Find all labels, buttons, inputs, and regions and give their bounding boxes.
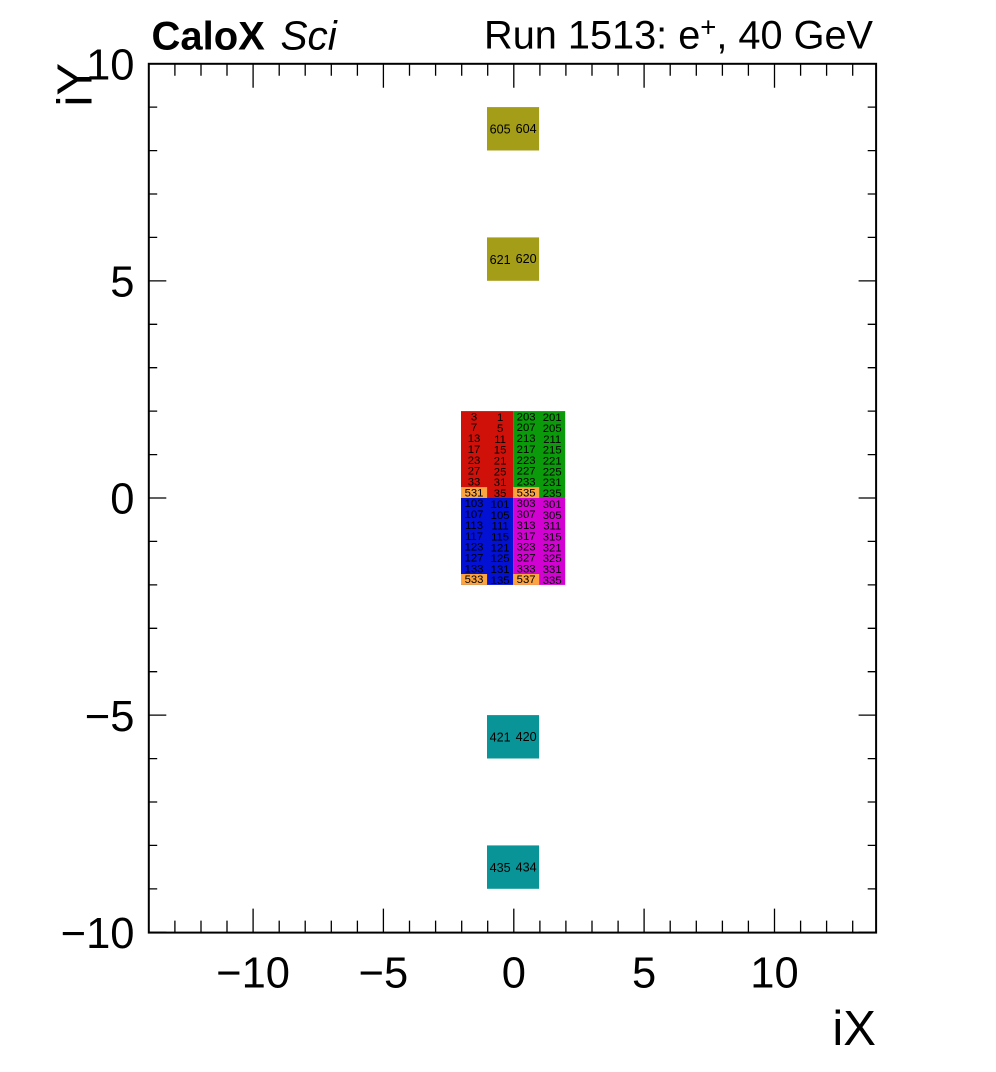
svg-text:317: 317 bbox=[517, 531, 536, 543]
svg-text:327: 327 bbox=[517, 553, 536, 565]
svg-text:313: 313 bbox=[517, 520, 536, 532]
svg-text:131: 131 bbox=[491, 564, 510, 576]
svg-text:103: 103 bbox=[465, 498, 484, 510]
svg-text:iY: iY bbox=[49, 63, 103, 107]
svg-text:27: 27 bbox=[468, 466, 481, 478]
svg-text:33: 33 bbox=[468, 477, 481, 489]
svg-text:5: 5 bbox=[497, 423, 503, 435]
svg-text:420: 420 bbox=[516, 730, 537, 744]
svg-text:10: 10 bbox=[750, 950, 798, 998]
svg-text:235: 235 bbox=[543, 488, 562, 500]
svg-text:311: 311 bbox=[543, 521, 561, 533]
svg-text:535: 535 bbox=[517, 487, 536, 499]
svg-text:−10: −10 bbox=[61, 910, 135, 958]
svg-text:113: 113 bbox=[465, 520, 483, 532]
svg-text:325: 325 bbox=[543, 553, 562, 565]
svg-text:537: 537 bbox=[517, 574, 536, 586]
svg-text:211: 211 bbox=[543, 434, 561, 446]
svg-text:13: 13 bbox=[468, 433, 481, 445]
svg-text:307: 307 bbox=[517, 509, 536, 521]
svg-text:435: 435 bbox=[490, 861, 511, 875]
svg-text:15: 15 bbox=[494, 445, 507, 457]
svg-text:323: 323 bbox=[517, 542, 536, 554]
svg-text:233: 233 bbox=[517, 477, 536, 489]
svg-text:5: 5 bbox=[110, 259, 134, 307]
svg-text:621: 621 bbox=[490, 253, 511, 267]
svg-text:117: 117 bbox=[465, 531, 483, 543]
svg-text:21: 21 bbox=[494, 456, 507, 468]
svg-text:305: 305 bbox=[543, 510, 562, 522]
svg-text:213: 213 bbox=[517, 433, 536, 445]
svg-text:133: 133 bbox=[465, 563, 484, 575]
svg-text:301: 301 bbox=[543, 499, 562, 511]
svg-text:Run 1513: e+, 40 GeV: Run 1513: e+, 40 GeV bbox=[484, 12, 873, 58]
svg-text:333: 333 bbox=[517, 563, 536, 575]
svg-text:111: 111 bbox=[492, 521, 509, 533]
svg-text:1: 1 bbox=[497, 412, 503, 424]
svg-text:101: 101 bbox=[491, 499, 510, 511]
svg-text:223: 223 bbox=[517, 455, 536, 467]
svg-text:−5: −5 bbox=[359, 950, 409, 998]
svg-text:11: 11 bbox=[494, 434, 506, 446]
svg-text:217: 217 bbox=[517, 444, 536, 456]
svg-text:7: 7 bbox=[471, 422, 477, 434]
svg-text:5: 5 bbox=[632, 950, 656, 998]
svg-text:0: 0 bbox=[110, 476, 134, 524]
svg-text:107: 107 bbox=[465, 509, 484, 521]
svg-text:221: 221 bbox=[543, 456, 562, 468]
svg-text:231: 231 bbox=[543, 477, 562, 489]
svg-text:127: 127 bbox=[465, 553, 484, 565]
svg-text:533: 533 bbox=[465, 574, 484, 586]
svg-text:605: 605 bbox=[490, 123, 511, 137]
svg-text:17: 17 bbox=[468, 444, 481, 456]
svg-text:3: 3 bbox=[471, 411, 477, 423]
svg-text:215: 215 bbox=[543, 445, 562, 457]
svg-text:207: 207 bbox=[517, 422, 536, 434]
svg-text:iX: iX bbox=[832, 1002, 876, 1056]
svg-text:227: 227 bbox=[517, 466, 536, 478]
svg-text:0: 0 bbox=[502, 950, 526, 998]
svg-text:531: 531 bbox=[465, 487, 484, 499]
svg-text:23: 23 bbox=[468, 455, 481, 467]
svg-text:315: 315 bbox=[543, 532, 562, 544]
svg-text:121: 121 bbox=[491, 542, 510, 554]
svg-text:125: 125 bbox=[491, 553, 510, 565]
svg-text:321: 321 bbox=[543, 542, 562, 554]
svg-text:CaloX: CaloX bbox=[152, 14, 266, 58]
svg-text:303: 303 bbox=[517, 498, 536, 510]
svg-text:105: 105 bbox=[491, 510, 510, 522]
svg-text:434: 434 bbox=[516, 860, 537, 874]
svg-text:115: 115 bbox=[491, 532, 509, 544]
svg-text:135: 135 bbox=[491, 575, 510, 587]
svg-text:−5: −5 bbox=[85, 693, 135, 741]
svg-text:620: 620 bbox=[516, 252, 537, 266]
svg-text:335: 335 bbox=[543, 575, 562, 587]
svg-text:421: 421 bbox=[490, 731, 511, 745]
svg-text:−10: −10 bbox=[216, 950, 290, 998]
svg-text:10: 10 bbox=[86, 41, 134, 89]
svg-text:35: 35 bbox=[494, 488, 507, 500]
svg-text:203: 203 bbox=[517, 411, 536, 423]
svg-text:205: 205 bbox=[543, 423, 562, 435]
svg-text:331: 331 bbox=[543, 564, 562, 576]
svg-text:Sci: Sci bbox=[281, 12, 338, 58]
svg-text:31: 31 bbox=[494, 477, 507, 489]
svg-text:201: 201 bbox=[543, 412, 562, 424]
svg-text:604: 604 bbox=[516, 122, 537, 136]
svg-text:25: 25 bbox=[494, 466, 507, 478]
svg-text:225: 225 bbox=[543, 466, 562, 478]
svg-text:123: 123 bbox=[465, 542, 484, 554]
